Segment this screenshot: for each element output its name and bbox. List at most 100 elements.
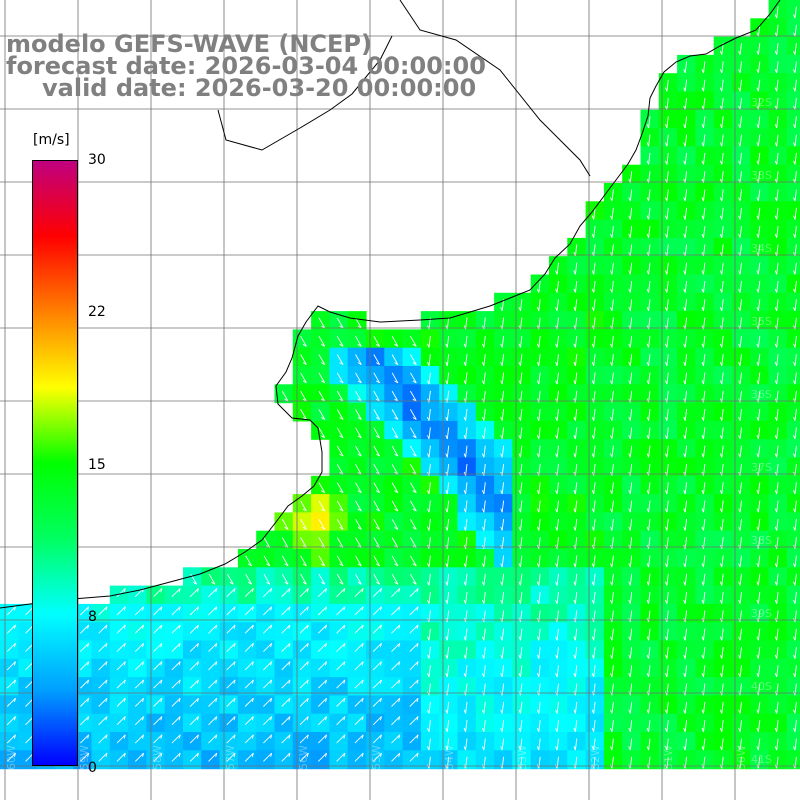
- wind-cell: [786, 146, 800, 166]
- wind-arrow-head: [463, 599, 467, 604]
- wind-arrow-head: [233, 716, 236, 721]
- wind-arrow-head: [646, 727, 650, 732]
- wind-arrow-head: [427, 453, 430, 458]
- wind-arrow: [757, 43, 761, 55]
- wind-arrow: [116, 624, 126, 634]
- wind-arrow: [465, 701, 468, 714]
- wind-arrow: [263, 537, 271, 548]
- wind-arrow-head: [646, 398, 650, 403]
- wind-arrow-head: [536, 398, 540, 403]
- wind-arrow: [629, 628, 633, 641]
- lat-label: 36S: [751, 388, 772, 401]
- wind-arrow: [648, 482, 651, 494]
- wind-arrow-head: [445, 398, 448, 403]
- wind-arrow-head: [664, 764, 668, 769]
- wind-arrow: [739, 756, 742, 769]
- wind-arrow: [391, 464, 399, 475]
- wind-arrow: [428, 354, 431, 366]
- wind-arrow-head: [105, 624, 108, 629]
- wind-arrow: [611, 390, 614, 403]
- wind-arrow: [483, 646, 486, 659]
- wind-arrow-head: [628, 343, 631, 348]
- wind-arrow: [611, 207, 614, 220]
- wind-arrow: [648, 152, 651, 165]
- wind-arrow-head: [343, 588, 346, 593]
- wind-arrow-head: [357, 508, 362, 512]
- wind-arrow-head: [683, 270, 686, 275]
- wind-arrow: [446, 592, 450, 604]
- wind-arrow-head: [701, 288, 704, 293]
- wind-arrow-head: [500, 398, 503, 403]
- wind-arrow: [226, 679, 236, 689]
- wind-arrow: [208, 606, 218, 616]
- wind-arrow-head: [375, 581, 380, 585]
- wind-arrow: [520, 335, 523, 348]
- wind-arrow: [757, 299, 761, 311]
- wind-arrow-head: [445, 380, 448, 385]
- wind-cell: [786, 567, 800, 587]
- wind-arrow-head: [573, 398, 576, 403]
- wind-arrow-head: [719, 307, 723, 312]
- wind-arrow: [6, 716, 16, 726]
- wind-arrow: [372, 734, 382, 744]
- wind-arrow-head: [573, 581, 576, 586]
- wind-arrow: [757, 573, 761, 586]
- wind-arrow-head: [233, 734, 236, 739]
- wind-arrow-head: [361, 606, 364, 611]
- wind-arrow: [336, 354, 344, 365]
- wind-arrow: [629, 427, 633, 440]
- wind-arrow-head: [445, 636, 448, 641]
- wind-arrow: [263, 752, 273, 762]
- wind-arrow: [794, 573, 797, 586]
- wind-arrow-head: [536, 746, 540, 751]
- wind-arrow: [317, 752, 327, 762]
- wind-cell: [786, 164, 800, 184]
- wind-arrow: [336, 372, 344, 384]
- wind-arrow: [299, 661, 309, 671]
- wind-arrow-head: [357, 453, 362, 457]
- wind-arrow: [574, 665, 578, 677]
- wind-arrow: [648, 207, 651, 220]
- wind-arrow: [336, 716, 346, 726]
- wind-arrow-head: [683, 142, 686, 147]
- wind-arrow-head: [321, 435, 326, 439]
- wind-arrow: [794, 372, 797, 385]
- wind-arrow-head: [774, 526, 778, 531]
- wind-arrow: [520, 738, 523, 751]
- wind-arrow: [501, 756, 505, 769]
- wind-arrow-head: [445, 325, 448, 330]
- wind-arrow: [703, 97, 706, 110]
- wind-arrow-head: [481, 764, 485, 769]
- wind-arrow: [684, 646, 688, 659]
- wind-arrow: [538, 317, 541, 330]
- wind-arrow: [721, 79, 724, 92]
- wind-arrow-head: [756, 453, 759, 458]
- wind-arrow-head: [445, 416, 448, 421]
- wind-arrow-head: [774, 142, 778, 147]
- wind-arrow: [372, 606, 382, 616]
- wind-arrow: [483, 720, 486, 732]
- wind-arrow: [739, 134, 742, 147]
- wind-arrow-head: [555, 526, 558, 531]
- wind-arrow-head: [178, 679, 181, 684]
- wind-arrow-head: [683, 87, 686, 92]
- wind-arrow: [373, 335, 380, 347]
- wind-arrow: [391, 537, 399, 548]
- wind-arrow: [776, 701, 779, 714]
- wind-arrow-head: [412, 526, 417, 530]
- wind-arrow: [501, 518, 505, 531]
- wind-arrow: [373, 555, 380, 567]
- wind-arrow-head: [628, 581, 631, 586]
- wind-arrow: [538, 628, 541, 641]
- wind-arrow: [171, 752, 181, 762]
- wind-arrow-head: [756, 416, 759, 421]
- wind-arrow: [593, 262, 596, 275]
- wind-arrow-head: [339, 581, 344, 585]
- wind-arrow: [281, 606, 291, 616]
- wind-arrow-head: [591, 215, 595, 220]
- wind-arrow-head: [343, 716, 346, 721]
- wind-arrow: [556, 738, 559, 751]
- wind-arrow: [354, 734, 364, 744]
- wind-arrow: [354, 661, 364, 671]
- wind-arrow-head: [555, 727, 558, 732]
